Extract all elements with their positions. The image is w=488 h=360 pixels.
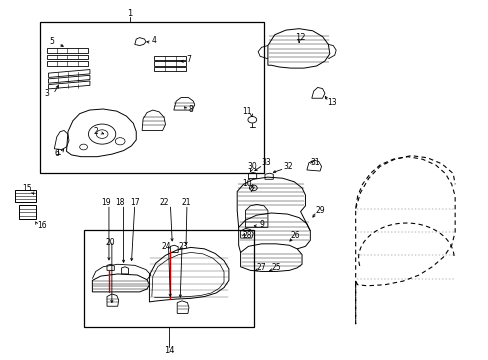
Text: 6: 6 bbox=[54, 149, 59, 158]
Text: 3: 3 bbox=[44, 89, 49, 98]
Text: 25: 25 bbox=[271, 264, 281, 273]
Text: 13: 13 bbox=[327, 98, 336, 107]
Text: 27: 27 bbox=[256, 264, 266, 273]
Text: 12: 12 bbox=[295, 33, 305, 42]
Text: 26: 26 bbox=[290, 231, 300, 240]
Text: 21: 21 bbox=[181, 198, 190, 207]
Text: 11: 11 bbox=[242, 107, 251, 116]
Polygon shape bbox=[47, 48, 88, 53]
Text: 7: 7 bbox=[185, 55, 190, 64]
Text: 22: 22 bbox=[159, 198, 168, 207]
Bar bbox=[40, 22, 264, 173]
Text: 2: 2 bbox=[93, 127, 98, 136]
Text: 32: 32 bbox=[283, 162, 293, 171]
Text: 30: 30 bbox=[246, 162, 256, 171]
Polygon shape bbox=[47, 55, 88, 59]
Text: 33: 33 bbox=[261, 158, 271, 167]
Polygon shape bbox=[154, 55, 185, 60]
Text: 17: 17 bbox=[130, 198, 139, 207]
Polygon shape bbox=[154, 67, 185, 71]
Text: 5: 5 bbox=[49, 37, 54, 46]
Text: 20: 20 bbox=[105, 238, 115, 247]
Polygon shape bbox=[48, 75, 90, 83]
Polygon shape bbox=[154, 61, 185, 66]
Bar bbox=[83, 230, 254, 327]
Text: 16: 16 bbox=[37, 221, 47, 230]
Text: 24: 24 bbox=[162, 242, 171, 251]
Polygon shape bbox=[48, 81, 90, 89]
Polygon shape bbox=[48, 69, 90, 77]
Text: 8: 8 bbox=[188, 105, 193, 114]
Text: 23: 23 bbox=[179, 242, 188, 251]
Text: 28: 28 bbox=[242, 231, 251, 240]
Text: 29: 29 bbox=[315, 206, 324, 215]
Text: 14: 14 bbox=[163, 346, 174, 355]
Text: 9: 9 bbox=[259, 220, 264, 229]
Bar bbox=[15, 190, 36, 202]
Text: 10: 10 bbox=[242, 179, 251, 188]
Text: 1: 1 bbox=[127, 9, 132, 18]
Text: 19: 19 bbox=[101, 198, 110, 207]
Text: 4: 4 bbox=[152, 36, 157, 45]
Bar bbox=[19, 205, 36, 220]
Text: 18: 18 bbox=[115, 198, 124, 207]
Text: 31: 31 bbox=[310, 158, 319, 167]
Text: 15: 15 bbox=[22, 184, 32, 193]
Polygon shape bbox=[47, 61, 88, 66]
